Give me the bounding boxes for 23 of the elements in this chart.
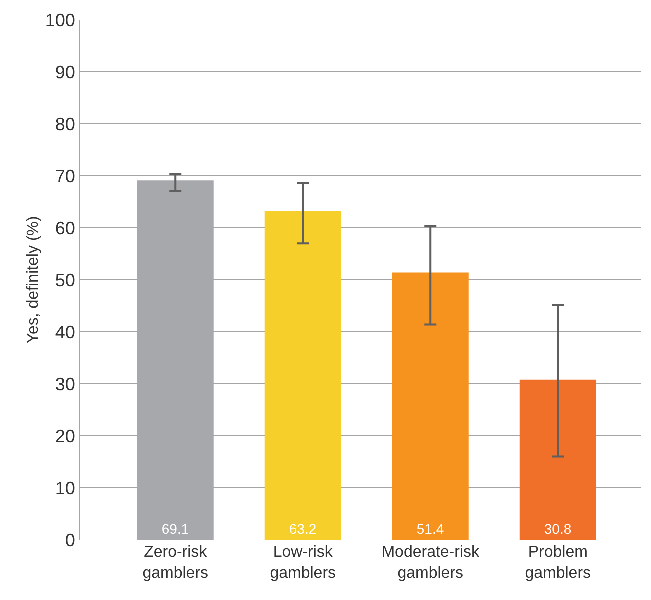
data-label: 69.1 (162, 521, 190, 537)
x-tick-label: Problem gamblers (525, 544, 592, 582)
y-tick-label: 20 (55, 426, 76, 446)
y-tick-label: 100 (45, 10, 76, 30)
data-label: 51.4 (416, 521, 444, 537)
y-tick-label: 40 (55, 322, 76, 342)
y-axis-title: Yes, definitely (%) (25, 216, 42, 344)
y-tick-label: 10 (55, 478, 76, 498)
y-tick-label: 90 (55, 62, 76, 82)
data-label: 63.2 (289, 521, 317, 537)
data-label: 30.8 (544, 521, 572, 537)
y-tick-label: 30 (55, 374, 76, 394)
y-tick-label: 50 (55, 270, 76, 290)
x-tick-label: Moderate-risk gamblers (382, 544, 481, 582)
bar (392, 272, 469, 540)
x-tick-label: Low-risk gamblers (270, 544, 336, 582)
y-tick-label: 80 (55, 114, 76, 134)
x-tick-label: Zero-risk gamblers (142, 544, 209, 582)
y-tick-label: 70 (55, 166, 76, 186)
y-tick-label: 60 (55, 218, 76, 238)
bar (264, 211, 342, 540)
bar (520, 380, 596, 540)
y-tick-label: 0 (65, 530, 76, 550)
